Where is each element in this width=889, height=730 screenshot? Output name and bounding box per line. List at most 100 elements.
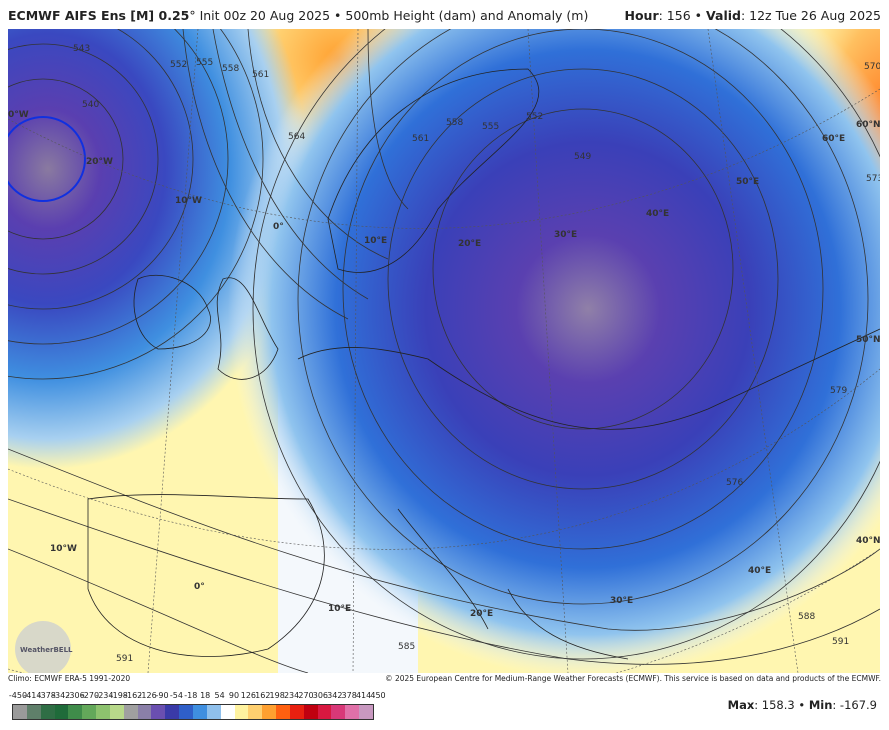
contour-labels: 543 540 552 555 558 561 564 561 558 555 … <box>73 44 880 664</box>
svg-text:576: 576 <box>726 478 743 488</box>
colorbar-tick: -234 <box>95 691 114 700</box>
svg-text:588: 588 <box>798 612 815 622</box>
colorbar-tick: 18 <box>200 691 211 700</box>
svg-text:50°E: 50°E <box>736 177 759 187</box>
svg-text:40°E: 40°E <box>748 566 771 576</box>
svg-text:10°W: 10°W <box>175 196 202 206</box>
svg-text:50°N: 50°N <box>856 335 880 345</box>
svg-text:20°W: 20°W <box>86 157 113 167</box>
colorbar-bin <box>151 705 166 719</box>
svg-text:10°E: 10°E <box>364 236 387 246</box>
coastlines <box>87 68 880 660</box>
colorbar-tick: 414 <box>355 691 372 700</box>
colorbar-bin <box>165 705 180 719</box>
colorbar-tick: 90 <box>228 691 240 700</box>
product-name: 500mb Height (dam) and Anomaly (m) <box>345 8 589 23</box>
svg-text:552: 552 <box>170 60 187 70</box>
colorbar-tick: 162 <box>255 691 271 700</box>
separator: • <box>334 8 342 23</box>
colorbar-tick: -18 <box>184 691 198 700</box>
trough-east <box>228 29 880 673</box>
svg-text:591: 591 <box>832 637 849 647</box>
degree: ° <box>189 8 196 23</box>
colorbar-tick: -54 <box>169 691 183 700</box>
weather-map[interactable]: 0°W 20°W 10°W 0° 10°E 20°E 30°E 40°E 50°… <box>8 29 880 673</box>
colorbar-tick: 198 <box>269 691 285 700</box>
colorbar-tick: -90 <box>155 691 169 700</box>
svg-text:549: 549 <box>574 152 591 162</box>
colorbar-tick: 450 <box>370 691 386 700</box>
colorbar-tick: 126 <box>240 691 257 700</box>
colorbar-bin <box>54 705 69 719</box>
colorbar-tick: -162 <box>124 691 143 700</box>
colorbar-tick: 54 <box>214 691 225 700</box>
svg-text:10°E: 10°E <box>328 604 351 614</box>
colorbar-ticks: -450 -414 -378 -342 -306 -270 -234 -198 -162 -126… <box>6 691 386 703</box>
colorbar-bin <box>220 705 235 719</box>
height-contours <box>8 29 880 673</box>
max-min: Max: 158.3 • Min: -167.9 <box>727 698 877 712</box>
svg-text:543: 543 <box>73 44 90 54</box>
min-label: Min <box>808 698 833 712</box>
colorbar-bin <box>137 705 152 719</box>
valid-value: : 12z Tue 26 Aug 2025 <box>740 8 881 23</box>
min-value: : -167.9 <box>832 698 877 712</box>
max-value: : 158.3 <box>754 698 795 712</box>
colorbar-bin <box>303 705 318 719</box>
svg-text:60°N: 60°N <box>856 120 880 130</box>
svg-text:10°W: 10°W <box>50 544 77 554</box>
colorbar-bin <box>289 705 304 719</box>
colorbar-bin <box>13 705 27 719</box>
separator: • <box>694 8 703 23</box>
colorbar-tick: 342 <box>327 691 343 700</box>
colorbar-tick: 378 <box>341 691 357 700</box>
svg-text:552: 552 <box>526 112 543 122</box>
colorbar-bin <box>82 705 97 719</box>
colorbar-bin <box>109 705 124 719</box>
map-header: ECMWF AIFS Ens [M] 0.25° Init 00z 20 Aug… <box>8 8 881 26</box>
climo-note: Climo: ECMWF ERA-5 1991-2020 <box>8 674 131 683</box>
svg-text:561: 561 <box>252 70 269 80</box>
svg-text:570: 570 <box>864 62 880 72</box>
svg-text:WeatherBELL: WeatherBELL <box>20 646 73 654</box>
svg-text:60°E: 60°E <box>822 134 845 144</box>
hour-label: Hour <box>624 8 659 23</box>
hour-value: : 156 <box>658 8 691 23</box>
colorbar-tick: 270 <box>298 691 314 700</box>
credits: Climo: ECMWF ERA-5 1991-2020 © 2025 Euro… <box>8 674 881 683</box>
svg-text:555: 555 <box>482 122 499 132</box>
colorbar-bin <box>359 705 373 719</box>
svg-text:20°E: 20°E <box>458 239 481 249</box>
svg-text:40°N: 40°N <box>856 536 880 546</box>
colorbar-tick: -198 <box>109 691 128 700</box>
svg-text:30°E: 30°E <box>554 230 577 240</box>
colorbar-tick: -450 <box>8 691 28 700</box>
colorbar-tick: 234 <box>283 691 300 700</box>
colorbar-tick: -270 <box>80 691 100 700</box>
svg-text:0°W: 0°W <box>8 110 29 120</box>
svg-text:573: 573 <box>866 174 880 184</box>
colorbar-bin <box>192 705 207 719</box>
svg-text:30°E: 30°E <box>610 596 633 606</box>
colorbar-tick: -126 <box>138 691 157 700</box>
colorbar-bin <box>68 705 83 719</box>
svg-text:558: 558 <box>222 64 239 74</box>
colorbar-tick: -414 <box>23 691 42 700</box>
svg-text:591: 591 <box>116 654 133 664</box>
colorbar <box>12 704 374 720</box>
colorbar-bin <box>206 705 221 719</box>
colorbar-tick: 306 <box>312 691 329 700</box>
svg-text:40°E: 40°E <box>646 209 669 219</box>
colorbar-bin <box>179 705 193 719</box>
svg-text:540: 540 <box>82 100 99 110</box>
colorbar-tick: -378 <box>37 691 56 700</box>
svg-text:0°: 0° <box>273 222 284 232</box>
svg-text:561: 561 <box>412 134 429 144</box>
svg-text:585: 585 <box>398 642 415 652</box>
svg-text:555: 555 <box>196 58 213 68</box>
colorbar-bin <box>248 705 263 719</box>
colorbar-bin <box>40 705 55 719</box>
colorbar-bin <box>26 705 41 719</box>
colorbar-bin <box>345 705 360 719</box>
graticule <box>8 29 880 673</box>
